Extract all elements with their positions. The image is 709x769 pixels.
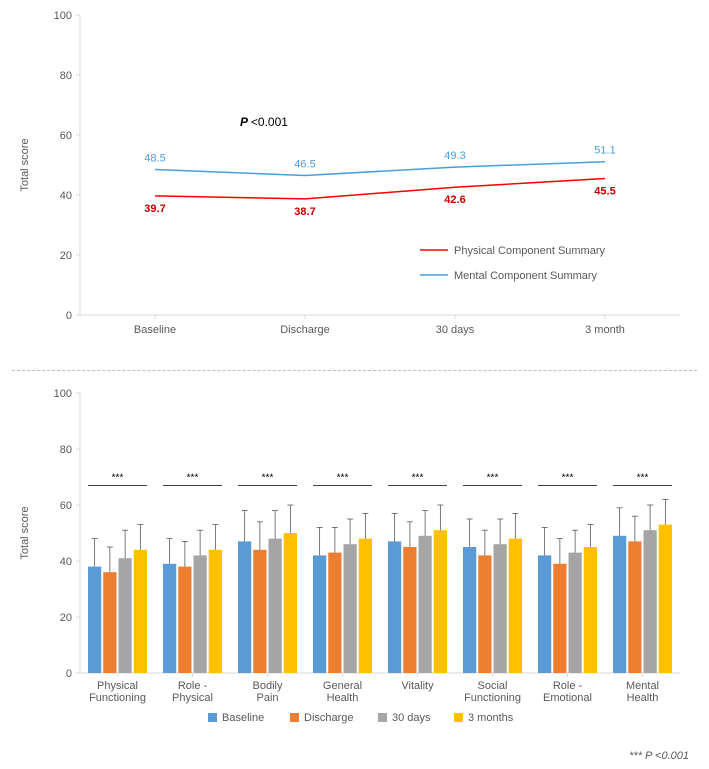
svg-text:Discharge: Discharge (280, 324, 330, 336)
svg-text:30 days: 30 days (392, 712, 431, 724)
svg-text:***: *** (412, 472, 424, 483)
svg-text:46.5: 46.5 (294, 159, 315, 171)
svg-text:Emotional: Emotional (543, 692, 592, 704)
svg-text:39.7: 39.7 (144, 203, 165, 215)
svg-text:Baseline: Baseline (134, 324, 176, 336)
svg-text:Health: Health (327, 692, 359, 704)
svg-text:Total score: Total score (19, 506, 31, 559)
svg-text:***: *** (637, 472, 649, 483)
svg-text:General: General (323, 680, 362, 692)
svg-text:38.7: 38.7 (294, 206, 315, 218)
svg-text:20: 20 (60, 250, 72, 262)
svg-text:100: 100 (54, 10, 72, 22)
svg-text:Mental Component Summary: Mental Component Summary (454, 270, 598, 282)
svg-text:Baseline: Baseline (222, 712, 264, 724)
svg-text:Physical: Physical (97, 680, 138, 692)
svg-text:30 days: 30 days (436, 324, 475, 336)
svg-text:Mental: Mental (626, 680, 659, 692)
svg-text:Social: Social (478, 680, 508, 692)
svg-text:51.1: 51.1 (594, 145, 615, 157)
svg-text:Physical: Physical (172, 692, 213, 704)
line-chart: 0 20 40 60 80 100 Baseline Discharge 30 days 3 mo… (0, 0, 709, 375)
svg-text:40: 40 (60, 556, 72, 568)
svg-text:***: *** (562, 472, 574, 483)
svg-text:3 month: 3 month (585, 324, 625, 336)
page: { "line_chart": { "type": "line", "categ… (0, 0, 709, 769)
svg-text:80: 80 (60, 70, 72, 82)
svg-text:Vitality: Vitality (401, 680, 434, 692)
svg-text:42.6: 42.6 (444, 194, 465, 206)
svg-text:Physical Component Summary: Physical Component Summary (454, 245, 606, 257)
svg-text:60: 60 (60, 500, 72, 512)
svg-text:Bodily: Bodily (253, 680, 283, 692)
svg-text:48.5: 48.5 (144, 153, 165, 165)
svg-text:Role -: Role - (178, 680, 208, 692)
chart-divider (12, 370, 697, 371)
svg-text:3 months: 3 months (468, 712, 514, 724)
footnote: *** P <0.001 (629, 750, 689, 762)
svg-text:Role -: Role - (553, 680, 583, 692)
svg-text:100: 100 (54, 388, 72, 400)
svg-text:60: 60 (60, 130, 72, 142)
svg-text:Health: Health (627, 692, 659, 704)
svg-text:***: *** (262, 472, 274, 483)
svg-text:0: 0 (66, 310, 72, 322)
svg-text:***: *** (112, 472, 124, 483)
svg-text:20: 20 (60, 612, 72, 624)
bar-chart: 020406080100Total scorePhysicalFunctioni… (0, 378, 709, 755)
svg-text:0: 0 (66, 668, 72, 680)
svg-text:49.3: 49.3 (444, 150, 465, 162)
svg-text:Discharge: Discharge (304, 712, 354, 724)
svg-text:80: 80 (60, 444, 72, 456)
svg-text:40: 40 (60, 190, 72, 202)
svg-text:Pain: Pain (256, 692, 278, 704)
svg-text:45.5: 45.5 (594, 186, 615, 198)
svg-text:P <0.001: P <0.001 (240, 115, 288, 129)
svg-text:Functioning: Functioning (464, 692, 521, 704)
svg-text:***: *** (487, 472, 499, 483)
svg-text:Functioning: Functioning (89, 692, 146, 704)
svg-text:***: *** (337, 472, 349, 483)
svg-text:Total score: Total score (19, 138, 31, 191)
svg-text:***: *** (187, 472, 199, 483)
